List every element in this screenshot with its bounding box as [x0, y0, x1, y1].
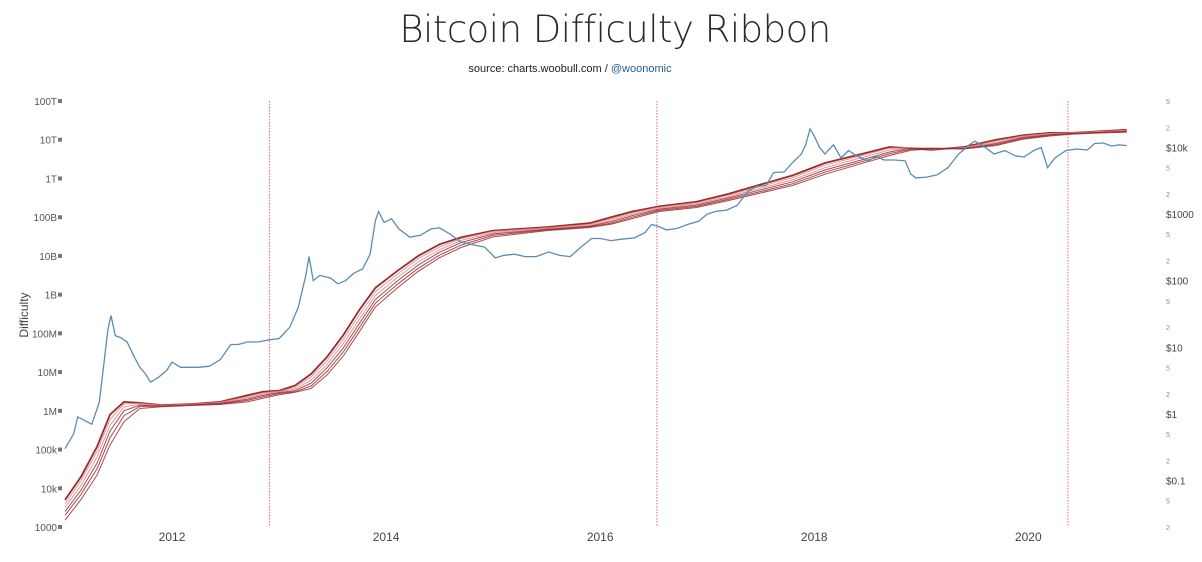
right-minor-tick-label: 5 — [1166, 499, 1170, 506]
difficulty-ribbon — [64, 128, 1127, 521]
right-tick-label: $100 — [1166, 277, 1189, 288]
halving-lines — [268, 101, 1069, 527]
right-tick-label: $1000 — [1166, 210, 1194, 221]
x-axis: 2012 2014 2016 2018 2020 — [159, 530, 1042, 544]
chart-title: Bitcoin Difficulty Ribbon — [399, 8, 831, 51]
left-tick-mark — [58, 331, 62, 336]
y-axis-label: Difficulty — [17, 292, 31, 337]
chart-source: source: charts.woobull.com / @woonomic — [0, 63, 1140, 75]
x-tick-label: 2020 — [1015, 530, 1042, 544]
right-y-axis: 2 5 $0.1 2 5 $1 2 5 $10 2 5 $100 2 5 $1000 2 5 $10k 2 5 — [1166, 99, 1194, 532]
left-tick-mark — [58, 137, 62, 142]
left-tick-label: 1000 — [35, 523, 58, 534]
left-tick-mark — [58, 99, 62, 103]
ribbon-line-3 — [64, 130, 1127, 508]
left-y-axis: 1000 10k 100k 1M 10M 100M 1B 10B 100B 1T 10T 100T — [32, 97, 62, 534]
right-minor-tick-label: 5 — [1166, 166, 1170, 173]
left-tick-mark — [58, 525, 62, 529]
left-tick-mark — [58, 370, 62, 375]
right-tick-label: $10k — [1166, 144, 1189, 155]
ribbon-line-6 — [64, 131, 1127, 521]
left-tick-mark — [58, 253, 62, 258]
left-tick-label: 1T — [45, 174, 57, 185]
left-tick-label: 10T — [40, 136, 57, 147]
ribbon-line-5 — [64, 131, 1127, 516]
price-line — [64, 127, 1127, 450]
ribbon-line-2 — [64, 129, 1127, 504]
left-tick-mark — [58, 486, 62, 491]
left-tick-mark — [58, 292, 62, 297]
left-tick-label: 100M — [32, 329, 57, 340]
right-tick-label: $10 — [1166, 343, 1183, 354]
right-minor-tick-label: 5 — [1166, 432, 1170, 439]
right-minor-tick-label: 5 — [1166, 365, 1170, 372]
left-tick-label: 10B — [39, 252, 57, 263]
left-tick-label: 100B — [34, 213, 58, 224]
right-minor-tick-label: 2 — [1166, 259, 1170, 266]
left-tick-label: 100k — [35, 446, 58, 457]
left-tick-mark — [58, 215, 62, 220]
left-tick-mark — [58, 408, 62, 413]
right-minor-tick-label: 5 — [1166, 299, 1170, 306]
right-tick-label: $1 — [1166, 410, 1178, 421]
source-handle-link[interactable]: @woonomic — [610, 63, 672, 75]
left-tick-label: 100T — [34, 97, 57, 108]
left-tick-label: 1B — [45, 291, 58, 302]
right-tick-label: $0.1 — [1166, 476, 1186, 487]
right-minor-tick-label: 2 — [1166, 125, 1170, 132]
right-minor-tick-label: 2 — [1166, 192, 1170, 199]
left-tick-label: 1M — [43, 407, 57, 418]
ribbon-line-1 — [64, 128, 1127, 501]
left-tick-mark — [58, 447, 62, 452]
right-minor-tick-label: 5 — [1166, 99, 1170, 106]
ribbon-line-4 — [64, 130, 1127, 512]
right-minor-tick-label: 2 — [1166, 325, 1170, 332]
source-text: source: charts.woobull.com / — [468, 63, 611, 75]
right-minor-tick-label: 2 — [1166, 392, 1170, 399]
right-minor-tick-label: 5 — [1166, 232, 1170, 239]
left-tick-label: 10M — [38, 368, 57, 379]
left-tick-mark — [58, 176, 62, 181]
x-tick-label: 2014 — [373, 530, 400, 544]
x-tick-label: 2018 — [801, 530, 828, 544]
price-series — [64, 127, 1127, 450]
x-tick-label: 2016 — [587, 530, 614, 544]
x-tick-label: 2012 — [159, 530, 186, 544]
right-minor-tick-label: 2 — [1166, 525, 1170, 532]
right-minor-tick-label: 2 — [1166, 458, 1170, 465]
left-tick-label: 10k — [41, 484, 58, 495]
